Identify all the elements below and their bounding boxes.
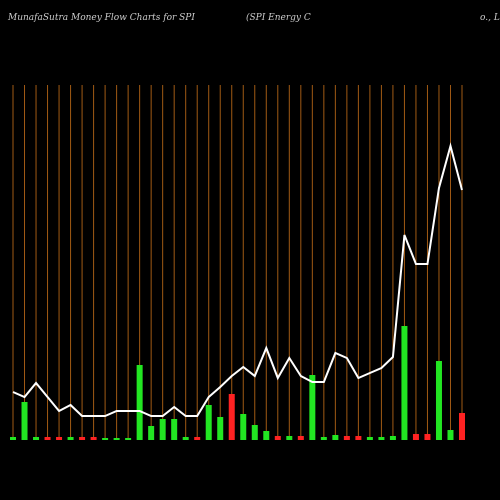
bar bbox=[447, 430, 454, 440]
bar bbox=[33, 437, 40, 440]
money-flow-line bbox=[12, 142, 463, 417]
bar bbox=[171, 419, 178, 440]
bar bbox=[389, 436, 396, 440]
bar bbox=[286, 436, 293, 440]
bar bbox=[424, 434, 431, 440]
bar bbox=[10, 437, 16, 440]
bar bbox=[194, 437, 201, 440]
bar bbox=[182, 437, 189, 440]
bar bbox=[459, 413, 465, 440]
bar bbox=[90, 437, 97, 440]
bar bbox=[125, 438, 132, 440]
bar bbox=[297, 436, 304, 440]
bar bbox=[205, 405, 212, 440]
bar bbox=[79, 437, 86, 440]
bar bbox=[56, 437, 63, 440]
bar bbox=[240, 414, 247, 440]
bar bbox=[67, 437, 74, 440]
bar bbox=[148, 426, 155, 440]
bar bbox=[113, 438, 120, 440]
bar bbox=[159, 419, 166, 440]
bar bbox=[136, 365, 143, 440]
bar bbox=[21, 402, 28, 440]
bar bbox=[435, 361, 442, 440]
bar bbox=[401, 326, 408, 440]
bar bbox=[274, 436, 281, 440]
bar bbox=[102, 438, 109, 440]
bar bbox=[309, 375, 316, 440]
bar bbox=[228, 394, 235, 440]
bar bbox=[412, 434, 419, 440]
bar bbox=[320, 437, 327, 440]
bar bbox=[366, 437, 373, 440]
bar bbox=[355, 436, 362, 440]
bar bbox=[44, 437, 51, 440]
chart-title: MunafaSutra Money Flow Charts for SPI bbox=[7, 13, 195, 23]
bar bbox=[251, 425, 258, 440]
bar bbox=[343, 436, 350, 440]
bar bbox=[263, 431, 270, 440]
bar bbox=[217, 417, 224, 440]
bar bbox=[332, 435, 339, 440]
bar bbox=[378, 437, 385, 440]
company-label: o., L bbox=[480, 13, 500, 23]
company-label: (SPI Energy C bbox=[246, 12, 311, 23]
